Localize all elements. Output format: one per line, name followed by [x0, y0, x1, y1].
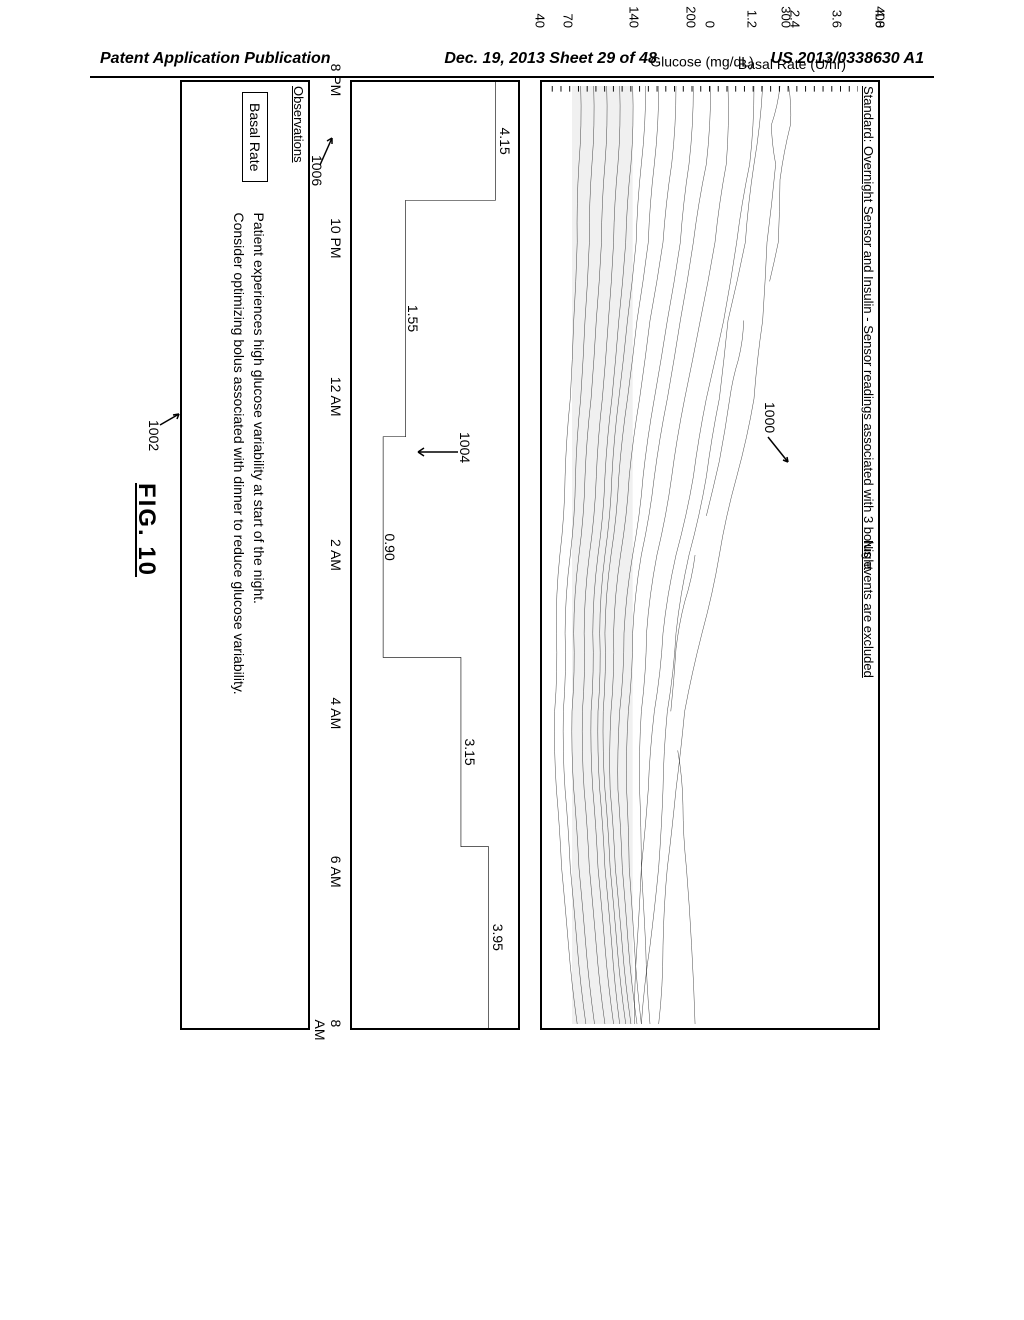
obs-text: Patient experiences high glucose variabi… — [229, 212, 268, 694]
basal-segment-label: 0.90 — [382, 533, 398, 560]
glucose-title: Standard: Overnight Sensor and Insulin -… — [861, 86, 876, 678]
x-tick: 6 AM — [328, 856, 344, 888]
x-tick: 8 PM — [328, 64, 344, 97]
basal-segment-label: 1.55 — [405, 305, 421, 332]
figure-container: Standard: Overnight Sensor and Insulin -… — [120, 150, 880, 910]
obs-line2: Consider optimizing bolus associated wit… — [229, 212, 249, 694]
x-tick: 10 PM — [328, 218, 344, 258]
glucose-traces — [546, 86, 858, 1024]
basal-tick: 3.6 — [830, 10, 845, 28]
basal-segment-label: 3.95 — [490, 924, 506, 951]
basal-tick: 4.8 — [873, 10, 888, 28]
ref-1000-label: 1000 — [762, 402, 778, 433]
glucose-subtitle: Night — [861, 540, 876, 570]
basal-y-label: Basal Rate (U/hr) — [738, 56, 846, 72]
x-tick: 2 AM — [328, 539, 344, 571]
basal-segment-label: 3.15 — [462, 738, 478, 765]
basal-panel: 4.151.550.903.153.95 1004 — [350, 80, 520, 1030]
obs-basal-rate-box: Basal Rate — [242, 92, 268, 182]
glucose-panel: Standard: Overnight Sensor and Insulin -… — [540, 80, 880, 1030]
obs-line1: Patient experiences high glucose variabi… — [248, 212, 268, 694]
ref-1002-arrow — [157, 410, 182, 440]
basal-tick: 0 — [703, 21, 718, 28]
observations-title: Observations — [291, 86, 306, 163]
basal-tick: 2.4 — [788, 10, 803, 28]
basal-y-ticks: 4.83.62.41.20 — [120, 0, 880, 28]
ref-1004-arrow — [410, 437, 460, 467]
basal-segment-label: 4.15 — [497, 128, 513, 155]
x-tick: 12 AM — [328, 377, 344, 417]
figure-label: FIG. 10 — [132, 483, 160, 577]
glucose-plot — [546, 86, 858, 1024]
ref-1006-arrow — [315, 130, 335, 170]
basal-plot: 4.15 1.55 0.90 3.15 3.95 — [352, 82, 518, 1028]
x-tick: 4 AM — [328, 697, 344, 729]
observations-panel: Observations Basal Rate Patient experien… — [180, 80, 310, 1030]
ref-1000-arrow — [763, 432, 793, 472]
basal-tick: 1.2 — [745, 10, 760, 28]
x-tick: 8 AM — [312, 1020, 344, 1041]
basal-step-line — [352, 82, 518, 1028]
